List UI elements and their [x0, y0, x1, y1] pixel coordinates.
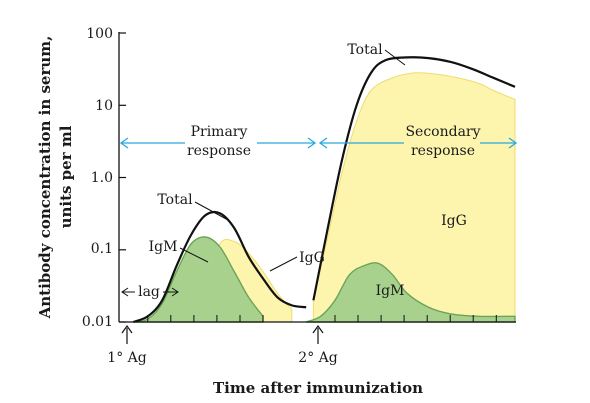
primary-total-label: Total	[157, 192, 193, 208]
area-fills	[133, 72, 516, 323]
primary-igg-label: IgG	[299, 250, 325, 266]
y-tick-label: 10	[95, 98, 113, 114]
primary-antigen-label: 1° Ag	[107, 350, 146, 366]
primary-igm-leader	[179, 247, 209, 263]
secondary-antigen-marker: 2° Ag	[298, 324, 338, 366]
y-tick-label: 1.0	[91, 170, 113, 186]
total-line-primary	[132, 210, 307, 324]
y-tick-label: 0.01	[82, 314, 113, 330]
x-axis-ticks	[147, 315, 497, 322]
secondary-total-label: Total	[347, 42, 383, 58]
lag-arrowhead-right	[171, 287, 179, 297]
secondary-antigen-arrowhead	[312, 324, 324, 334]
secondary-arrowhead-right	[508, 137, 518, 149]
secondary-response-span: Secondary response	[318, 124, 518, 159]
lag-label: lag	[138, 284, 160, 300]
x-axis-label: Time after immunization	[213, 379, 423, 397]
primary-igm-callout: IgM	[149, 239, 209, 263]
primary-total-callout: Total	[157, 192, 229, 221]
series-lines	[132, 56, 516, 324]
y-tick-label: 0.1	[91, 241, 113, 257]
secondary-total-callout: Total	[347, 42, 406, 66]
primary-arrowhead-right	[307, 137, 317, 149]
secondary-igg-label: IgG	[441, 213, 467, 229]
y-axis-tick-marks	[119, 32, 126, 323]
y-tick-label: 100	[86, 26, 113, 42]
secondary-igm-label: IgM	[376, 283, 405, 299]
primary-igg-leader	[269, 256, 298, 272]
secondary-antigen-label: 2° Ag	[298, 350, 337, 366]
primary-antigen-arrowhead	[121, 324, 133, 334]
primary-response-label-line1: Primary	[191, 124, 248, 140]
secondary-response-label-line2: response	[411, 143, 475, 159]
y-axis-label-line1: Antibody concentration in serum,	[36, 36, 54, 320]
primary-igm-label: IgM	[149, 239, 178, 255]
secondary-total-leader	[384, 49, 406, 66]
igm-area-secondary	[305, 262, 516, 323]
primary-arrowhead-left	[119, 137, 129, 149]
total-line-secondary	[312, 56, 516, 301]
y-axis-label-line2: units per ml	[57, 125, 75, 228]
primary-response-span: Primary response	[119, 124, 317, 159]
lag-annotation: lag	[121, 284, 179, 300]
secondary-response-label-line1: Secondary	[405, 124, 480, 140]
igm-area-primary	[133, 236, 264, 323]
primary-antigen-marker: 1° Ag	[107, 324, 147, 366]
igg-area-secondary	[312, 72, 516, 323]
primary-total-leader	[194, 201, 229, 221]
lag-arrowhead-left	[121, 287, 129, 297]
primary-igg-callout: IgG	[269, 250, 325, 272]
secondary-arrowhead-left	[318, 137, 328, 149]
primary-response-label-line2: response	[187, 143, 251, 159]
